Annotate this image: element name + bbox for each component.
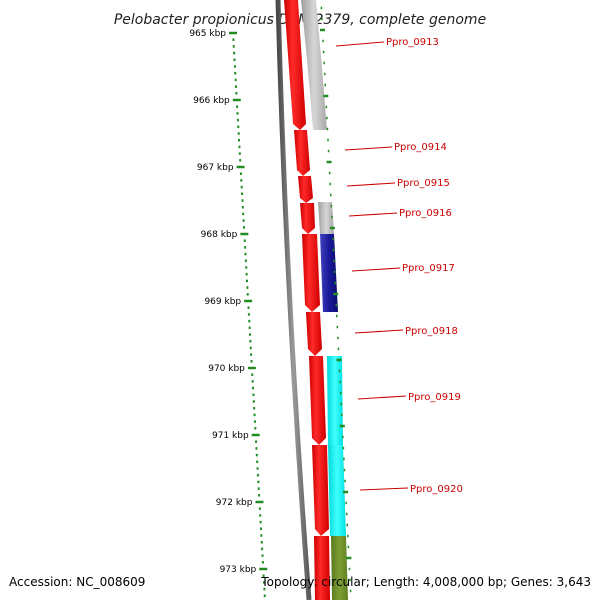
cog-block-olive (331, 536, 348, 600)
kbp-ruler (229, 31, 268, 598)
gene-arrow-ppro-0920 (312, 445, 329, 536)
genome-backbone (275, 0, 312, 600)
ruler-label: 973 kbp (220, 565, 257, 575)
ruler-label: 972 kbp (216, 498, 253, 508)
ruler-label: 970 kbp (208, 364, 245, 374)
gene-label-ppro-0914[interactable]: Ppro_0914 (394, 142, 447, 153)
gene-arrow-ppro-0914 (294, 130, 310, 176)
gene-arrow-ppro-0915 (298, 176, 313, 203)
gene-leader-ppro-0913 (335, 41, 385, 47)
gene-arrow-ppro-0916 (300, 203, 315, 234)
gene-leader-ppro-0918 (354, 329, 404, 334)
map-title: Pelobacter propionicus DSM 2379, complet… (114, 12, 486, 28)
ruler-label: 969 kbp (204, 297, 241, 307)
gene-arrow-ppro-0918 (306, 312, 322, 356)
ruler-label: 971 kbp (212, 431, 249, 441)
gene-label-ppro-0919[interactable]: Ppro_0919 (408, 392, 461, 403)
gene-label-ppro-0913[interactable]: Ppro_0913 (386, 37, 439, 48)
cog-block-ppro-0913 (301, 0, 327, 130)
gene-leader-ppro-0917 (351, 267, 401, 272)
gene-arrow-ppro-0919 (309, 356, 326, 445)
cog-track (301, 0, 348, 600)
cog-block-ppro-0919 (327, 356, 343, 445)
gene-leader-ppro-0914 (344, 146, 393, 151)
cog-block-ppro-0920 (328, 445, 346, 536)
gene-leader-ppro-0916 (348, 212, 398, 217)
gene-track (284, 0, 330, 600)
outer-tick-track (320, 6, 352, 593)
gene-arrow-ppro-0913 (284, 0, 306, 130)
topology-text: Topology: circular; Length: 4,008,000 bp… (260, 575, 591, 589)
gene-label-ppro-0916[interactable]: Ppro_0916 (399, 208, 452, 219)
gene-leader-ppro-0915 (346, 182, 396, 187)
ruler-label: 965 kbp (189, 29, 226, 39)
gene-label-ppro-0918[interactable]: Ppro_0918 (405, 326, 458, 337)
gene-label-ppro-0917[interactable]: Ppro_0917 (402, 263, 455, 274)
gene-arrow-ppro-0917 (302, 234, 320, 312)
gene-leader-ppro-0920 (359, 487, 409, 491)
gene-label-ppro-0915[interactable]: Ppro_0915 (397, 178, 450, 189)
gene-label-ppro-0920[interactable]: Ppro_0920 (410, 484, 463, 495)
cog-block-ppro-0917 (320, 234, 338, 312)
gene-labels: Ppro_0913 Ppro_0914 Ppro_0915 Ppro_0916 … (335, 37, 463, 495)
ruler-label: 967 kbp (197, 163, 234, 173)
accession-text: Accession: NC_008609 (9, 575, 145, 589)
ruler-label: 966 kbp (193, 96, 230, 106)
ruler-label: 968 kbp (201, 230, 238, 240)
gene-arrow-next (314, 536, 330, 600)
cog-block-ppro-0916 (318, 202, 334, 234)
gene-leader-ppro-0919 (357, 395, 407, 400)
kbp-ruler-labels: 965 kbp 966 kbp 967 kbp 968 kbp 969 kbp 970 k… (189, 29, 256, 575)
